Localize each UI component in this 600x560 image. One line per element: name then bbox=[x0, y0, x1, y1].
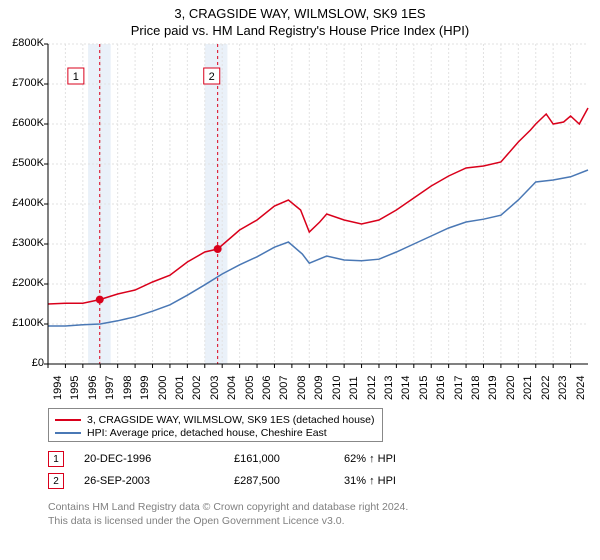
x-tick-label: 1994 bbox=[52, 376, 64, 400]
y-tick-label: £500K bbox=[0, 157, 44, 169]
x-tick-label: 2013 bbox=[383, 376, 395, 400]
x-tick-label: 2023 bbox=[557, 376, 569, 400]
transaction-marker-1: 1 bbox=[48, 451, 64, 467]
legend-swatch-hpi bbox=[55, 432, 81, 434]
transaction-price: £161,000 bbox=[234, 453, 344, 465]
legend-label-hpi: HPI: Average price, detached house, Ches… bbox=[87, 427, 327, 439]
x-axis-labels: 1994 1995 1996 1997 1998 1999 2000 2001 2002 2003… bbox=[48, 368, 588, 404]
x-tick-label: 2024 bbox=[575, 376, 587, 400]
transaction-marker-2: 2 bbox=[48, 473, 64, 489]
legend-item-hpi: HPI: Average price, detached house, Ches… bbox=[55, 426, 376, 439]
svg-text:1: 1 bbox=[73, 71, 79, 83]
x-tick-label: 2011 bbox=[348, 376, 360, 400]
legend-label-property: 3, CRAGSIDE WAY, WILMSLOW, SK9 1ES (deta… bbox=[87, 414, 375, 426]
x-tick-label: 2021 bbox=[522, 376, 534, 400]
x-tick-label: 1998 bbox=[122, 376, 134, 400]
chart-title-sub: Price paid vs. HM Land Registry's House … bbox=[0, 21, 600, 42]
x-tick-label: 2014 bbox=[400, 376, 412, 400]
legend-swatch-property bbox=[55, 419, 81, 421]
x-tick-label: 2010 bbox=[331, 376, 343, 400]
x-tick-label: 2020 bbox=[505, 376, 517, 400]
y-tick-label: £300K bbox=[0, 237, 44, 249]
x-tick-label: 2017 bbox=[453, 376, 465, 400]
x-tick-label: 1999 bbox=[139, 376, 151, 400]
y-tick-label: £700K bbox=[0, 77, 44, 89]
x-tick-label: 1995 bbox=[69, 376, 81, 400]
y-tick-label: £0 bbox=[0, 357, 44, 369]
x-tick-label: 2015 bbox=[418, 376, 430, 400]
x-tick-label: 2022 bbox=[540, 376, 552, 400]
footer-line1: Contains HM Land Registry data © Crown c… bbox=[48, 500, 408, 514]
price-chart: 12 bbox=[48, 44, 588, 364]
y-tick-label: £800K bbox=[0, 37, 44, 49]
x-tick-label: 2001 bbox=[174, 376, 186, 400]
x-tick-label: 2018 bbox=[470, 376, 482, 400]
footer-attribution: Contains HM Land Registry data © Crown c… bbox=[48, 500, 408, 528]
legend: 3, CRAGSIDE WAY, WILMSLOW, SK9 1ES (deta… bbox=[48, 408, 383, 442]
y-tick-label: £400K bbox=[0, 197, 44, 209]
x-tick-label: 2009 bbox=[313, 376, 325, 400]
footer-line2: This data is licensed under the Open Gov… bbox=[48, 514, 408, 528]
y-tick-label: £200K bbox=[0, 277, 44, 289]
x-tick-label: 2005 bbox=[244, 376, 256, 400]
transaction-pct: 62% ↑ HPI bbox=[344, 453, 444, 465]
x-tick-label: 2006 bbox=[261, 376, 273, 400]
x-tick-label: 2008 bbox=[296, 376, 308, 400]
transaction-date: 26-SEP-2003 bbox=[84, 475, 234, 487]
transaction-date: 20-DEC-1996 bbox=[84, 453, 234, 465]
x-tick-label: 2007 bbox=[278, 376, 290, 400]
svg-text:2: 2 bbox=[209, 71, 215, 83]
transaction-row: 2 26-SEP-2003 £287,500 31% ↑ HPI bbox=[48, 470, 444, 492]
x-tick-label: 2000 bbox=[157, 376, 169, 400]
transaction-row: 1 20-DEC-1996 £161,000 62% ↑ HPI bbox=[48, 448, 444, 470]
x-tick-label: 2012 bbox=[366, 376, 378, 400]
x-tick-label: 2016 bbox=[435, 376, 447, 400]
x-tick-label: 1997 bbox=[104, 376, 116, 400]
legend-item-property: 3, CRAGSIDE WAY, WILMSLOW, SK9 1ES (deta… bbox=[55, 413, 376, 426]
x-tick-label: 2002 bbox=[191, 376, 203, 400]
chart-title-address: 3, CRAGSIDE WAY, WILMSLOW, SK9 1ES bbox=[0, 0, 600, 21]
x-tick-label: 2019 bbox=[487, 376, 499, 400]
y-tick-label: £600K bbox=[0, 117, 44, 129]
transaction-price: £287,500 bbox=[234, 475, 344, 487]
transactions-table: 1 20-DEC-1996 £161,000 62% ↑ HPI 2 26-SE… bbox=[48, 448, 444, 492]
transaction-pct: 31% ↑ HPI bbox=[344, 475, 444, 487]
y-tick-label: £100K bbox=[0, 317, 44, 329]
x-tick-label: 2004 bbox=[226, 376, 238, 400]
x-tick-label: 2003 bbox=[209, 376, 221, 400]
chart-container: 3, CRAGSIDE WAY, WILMSLOW, SK9 1ES Price… bbox=[0, 0, 600, 560]
x-tick-label: 1996 bbox=[87, 376, 99, 400]
